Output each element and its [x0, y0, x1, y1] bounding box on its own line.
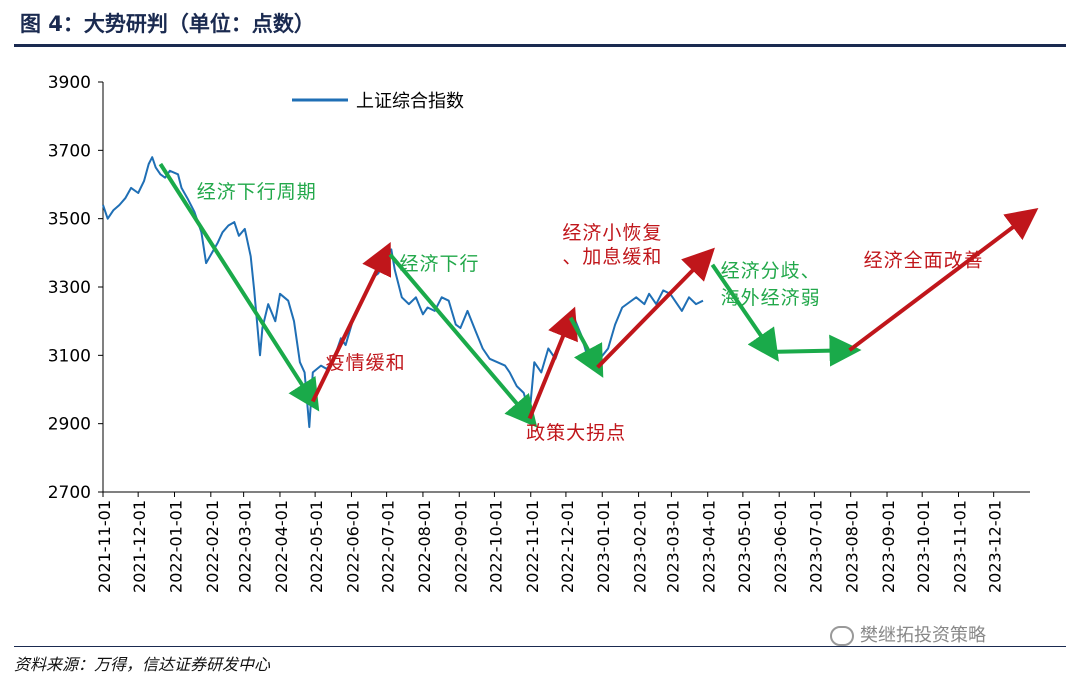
annotation-label: 经济下行周期	[197, 181, 317, 203]
red-trend-arrow	[310, 242, 392, 403]
x-tick-label: 2022-09-01	[451, 500, 470, 593]
x-tick-label: 2022-06-01	[343, 500, 362, 593]
x-tick-label: 2023-01-01	[594, 500, 613, 593]
y-tick-label: 3300	[48, 278, 91, 298]
x-tick-label: 2022-12-01	[558, 500, 577, 593]
x-tick-label: 2022-05-01	[307, 500, 326, 593]
annotation-label: 经济下行	[399, 253, 479, 275]
green-trend-arrow	[158, 162, 320, 412]
y-tick-label: 3100	[48, 346, 91, 366]
figure-title: 图 4：大势研判（单位：点数）	[20, 12, 315, 36]
series-layer	[102, 156, 704, 429]
red-trend-arrow	[848, 208, 1039, 352]
bottom-rule	[14, 646, 1066, 647]
x-tick-label: 2023-06-01	[771, 500, 790, 593]
x-tick-label: 2023-04-01	[700, 500, 719, 593]
y-tick-label: 3700	[48, 141, 91, 161]
source-note: 资料来源：万得，信达证券研发中心	[14, 655, 271, 674]
green-trend-arrow	[388, 253, 538, 428]
arrows-layer	[158, 162, 1039, 428]
annotation-label: 、加息缓和	[562, 246, 662, 268]
x-tick-label: 2023-02-01	[631, 500, 650, 593]
x-tick-label: 2023-03-01	[663, 500, 682, 593]
y-tick-label: 2900	[48, 415, 91, 435]
x-tick-label: 2022-03-01	[236, 500, 255, 593]
x-tick-label: 2022-11-01	[523, 500, 542, 593]
y-tick-label: 3500	[48, 210, 91, 230]
x-tick-label: 2022-08-01	[415, 500, 434, 593]
legend-label: 上证综合指数	[356, 91, 464, 112]
x-tick-label: 2023-09-01	[879, 500, 898, 593]
series-line-shanghai-composite	[102, 156, 704, 429]
annotation-label: 经济小恢复	[562, 222, 662, 244]
annotation-label: 政策大拐点	[526, 422, 626, 444]
annotation-label: 疫情缓和	[326, 352, 406, 374]
x-tick-label: 2022-01-01	[166, 500, 185, 593]
title-bar: 图 4：大势研判（单位：点数）	[14, 6, 1066, 36]
x-tick-label: 2023-05-01	[735, 500, 754, 593]
x-tick-label: 2022-02-01	[203, 500, 222, 593]
x-tick-label: 2023-12-01	[986, 500, 1005, 593]
green-trend-arrow	[772, 334, 862, 367]
x-tick-label: 2021-12-01	[130, 500, 149, 593]
annotation-label: 经济全面改善	[864, 250, 984, 272]
x-tick-label: 2021-11-01	[95, 500, 114, 593]
legend: 上证综合指数	[292, 91, 464, 112]
annotation-label: 经济分歧、	[721, 260, 821, 282]
x-tick-label: 2023-08-01	[843, 500, 862, 593]
chart-container: 2700 2900 3100 3300 3500 3700 3900 2021-11-01 20…	[0, 50, 1080, 646]
annotation-label: 海外经济弱	[721, 287, 821, 309]
green-trend-arrow	[568, 316, 604, 378]
watermark-text: 樊继拓投资策略	[860, 625, 986, 646]
y-tick-label: 3900	[48, 73, 91, 93]
title-rule	[14, 44, 1066, 47]
x-tick-label: 2022-04-01	[272, 500, 291, 593]
x-tick-label: 2022-07-01	[379, 500, 398, 593]
red-trend-arrow	[596, 247, 715, 369]
x-tick-label: 2023-11-01	[951, 500, 970, 593]
green-trend-arrow	[710, 263, 779, 362]
red-trend-arrow	[527, 306, 578, 420]
axes: 2700 2900 3100 3300 3500 3700 3900 2021-11-01 20…	[48, 73, 1030, 593]
x-tick-label: 2023-07-01	[806, 500, 825, 593]
x-tick-label: 2023-10-01	[914, 500, 933, 593]
x-tick-label: 2022-10-01	[486, 500, 505, 593]
chart-svg: 2700 2900 3100 3300 3500 3700 3900 2021-11-01 20…	[48, 73, 1039, 593]
y-tick-label: 2700	[48, 483, 91, 503]
wechat-icon	[830, 626, 854, 646]
watermark: 樊继拓投资策略	[830, 621, 986, 647]
